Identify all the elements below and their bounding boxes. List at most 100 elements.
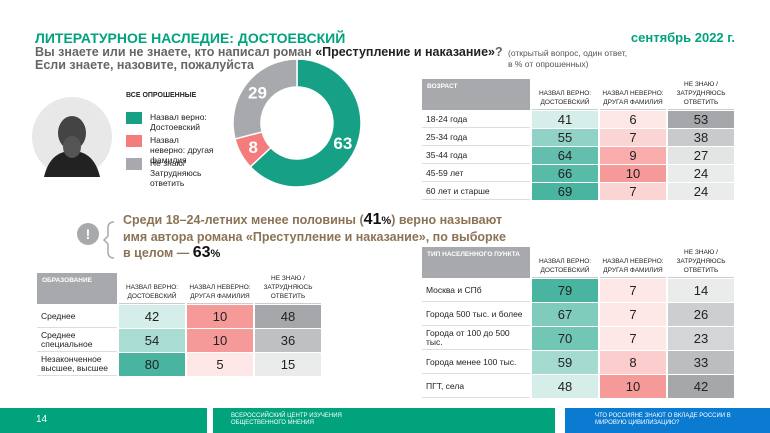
table-row: Города менее 100 тыс. 59 8 33: [422, 351, 734, 374]
donut: 63 8 29: [232, 58, 362, 188]
callout-number: 63: [192, 244, 211, 261]
table-header: ВОЗРАСТ: [422, 79, 530, 110]
row-label: Города от 100 до 500 тыс.: [422, 327, 530, 350]
header-row: ОБРАЗОВАНИЕ НАЗВАЛ ВЕРНО: ДОСТОЕВСКИЙ НАЗВ…: [37, 273, 321, 304]
table-row: Среднее специальное 54 10 36: [37, 329, 321, 352]
row-label: Среднее специальное: [37, 329, 117, 352]
question: Вы знаете или не знаете, кто написал ром…: [35, 46, 503, 72]
cell-value: 53: [693, 112, 709, 127]
row-label: 35-44 года: [422, 147, 530, 164]
heat-cell: 38: [668, 129, 734, 146]
heat-cell: 69: [532, 183, 598, 200]
cell-value: 9: [629, 148, 637, 163]
data-label: 8: [248, 138, 257, 157]
heat-cell: 54: [119, 329, 185, 352]
table-row: Города от 100 до 500 тыс. 70 7 23: [422, 327, 734, 350]
header-row: ВОЗРАСТ НАЗВАЛ ВЕРНО: ДОСТОЕВСКИЙ НАЗВАЛ Н…: [422, 79, 734, 110]
cell-value: 10: [625, 379, 641, 394]
row-label: Города менее 100 тыс.: [422, 351, 530, 374]
heat-cell: 23: [668, 327, 734, 350]
portrait: [32, 97, 112, 177]
callout: Среди 18–24-летних менее половины (41%) …: [123, 212, 513, 262]
legend-label: Не знаю/ Затрудняюсь ответить: [150, 158, 202, 188]
heat-cell: 70: [532, 327, 598, 350]
legend-item: Не знаю/ Затрудняюсь ответить: [126, 158, 216, 188]
heat-cell: 7: [600, 183, 666, 200]
cell-value: 67: [557, 307, 573, 322]
heat-cell: 7: [600, 327, 666, 350]
cell-value: 14: [693, 283, 709, 298]
cell-value: 24: [693, 166, 709, 181]
callout-unit: %: [381, 215, 392, 227]
cell-value: 6: [629, 112, 637, 127]
note-text: в % от опрошенных): [508, 59, 589, 69]
cell-value: 5: [216, 357, 224, 372]
heat-cell: 24: [668, 183, 734, 200]
heat-cell: 42: [119, 305, 185, 328]
cell-value: 42: [144, 309, 160, 324]
callout-unit: %: [210, 248, 221, 260]
cell-value: 8: [629, 355, 637, 370]
question-text: ?: [495, 45, 503, 59]
heat-cell: 67: [532, 303, 598, 326]
column-header: НАЗВАЛ НЕВЕРНО: ДРУГАЯ ФАМИЛИЯ: [187, 273, 253, 304]
cell-value: 24: [693, 184, 709, 199]
heat-cell: 79: [532, 279, 598, 302]
table-header: ОБРАЗОВАНИЕ: [37, 273, 117, 304]
donut-segment: [249, 58, 362, 188]
cell-value: 33: [693, 355, 709, 370]
row-label: 18-24 года: [422, 111, 530, 128]
cell-value: 23: [693, 331, 709, 346]
heat-cell: 15: [255, 353, 321, 376]
row-label: Москва и СПб: [422, 279, 530, 302]
heat-cell: 14: [668, 279, 734, 302]
heat-cell: 7: [600, 129, 666, 146]
data-table: ТИП НАСЕЛЕННОГО ПУНКТА НАЗВАЛ ВЕРНО: ДОСТ…: [420, 246, 736, 399]
row-label: Незаконченное высшее, высшее: [37, 353, 117, 376]
table-row: 25-34 года 55 7 38: [422, 129, 734, 146]
cell-value: 48: [280, 309, 296, 324]
heat-cell: 8: [600, 351, 666, 374]
heat-cell: 48: [532, 375, 598, 398]
cell-value: 66: [557, 166, 573, 181]
heat-cell: 59: [532, 351, 598, 374]
donut-segment: [232, 58, 298, 140]
legend-swatch: [126, 135, 142, 147]
heat-cell: 33: [668, 351, 734, 374]
column-header: НАЗВАЛ НЕВЕРНО: ДРУГАЯ ФАМИЛИЯ: [600, 79, 666, 110]
heat-cell: 36: [255, 329, 321, 352]
cell-value: 15: [280, 357, 296, 372]
cell-value: 27: [693, 148, 709, 163]
heat-cell: 26: [668, 303, 734, 326]
legend-swatch: [126, 158, 142, 170]
cell-value: 10: [212, 333, 228, 348]
column-header: НЕ ЗНАЮ / ЗАТРУДНЯЮСЬ ОТВЕТИТЬ: [255, 273, 321, 304]
column-header: НАЗВАЛ НЕВЕРНО: ДРУГАЯ ФАМИЛИЯ: [600, 247, 666, 278]
heat-cell: 27: [668, 147, 734, 164]
heat-cell: 10: [600, 165, 666, 182]
footer-page: 14: [0, 408, 207, 433]
note: (открытый вопрос, один ответ, в % от опро…: [508, 48, 627, 70]
legend-swatch: [126, 112, 142, 124]
row-label: 25-34 года: [422, 129, 530, 146]
heat-cell: 24: [668, 165, 734, 182]
heat-cell: 53: [668, 111, 734, 128]
footer-org: ВСЕРОССИЙСКИЙ ЦЕНТР ИЗУЧЕНИЯ ОБЩЕСТВЕННО…: [213, 408, 555, 433]
data-label: 63: [333, 134, 352, 153]
question-text: Если знаете, назовите, пожалуйста: [35, 58, 254, 72]
callout-text: Среди 18–24-летних менее половины (: [123, 213, 364, 227]
table-row: 45-59 лет 66 10 24: [422, 165, 734, 182]
heat-cell: 9: [600, 147, 666, 164]
heat-cell: 80: [119, 353, 185, 376]
heat-cell: 55: [532, 129, 598, 146]
column-header: НАЗВАЛ ВЕРНО: ДОСТОЕВСКИЙ: [532, 247, 598, 278]
row-label: 45-59 лет: [422, 165, 530, 182]
cell-value: 7: [629, 184, 637, 199]
chart-title: ВСЕ ОПРОШЕННЫЕ: [126, 92, 197, 99]
page-number: 14: [36, 414, 48, 425]
cell-value: 7: [629, 307, 637, 322]
cell-value: 7: [629, 283, 637, 298]
column-header: НЕ ЗНАЮ / ЗАТРУДНЯЮСЬ ОТВЕТИТЬ: [668, 247, 734, 278]
data-table: ВОЗРАСТ НАЗВАЛ ВЕРНО: ДОСТОЕВСКИЙ НАЗВАЛ Н…: [420, 78, 736, 201]
data-label: 29: [248, 83, 267, 102]
